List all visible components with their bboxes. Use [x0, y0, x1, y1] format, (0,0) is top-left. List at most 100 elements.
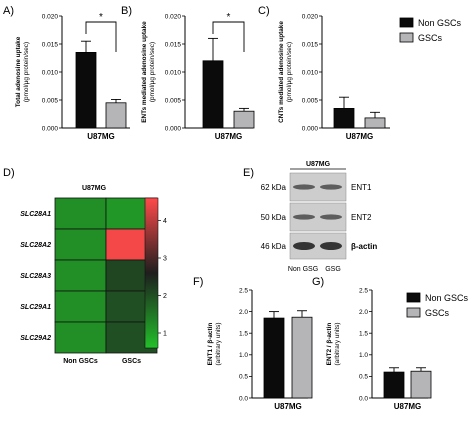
- colorbar-tick-label: 3: [163, 256, 167, 263]
- y-tick-label: 0.005: [302, 97, 319, 104]
- heatmap-cell: [54, 290, 107, 323]
- y-axis-unit: (arbitrary units): [215, 323, 222, 366]
- bar-gscs: [410, 370, 432, 399]
- y-axis-unit: (arbitrary units): [334, 323, 341, 366]
- panel-letter: C): [258, 5, 270, 17]
- y-tick-label: 2.5: [239, 287, 248, 294]
- y-axis-unit: (pmol/μg protein/sec): [149, 42, 156, 102]
- blot-band: [320, 214, 342, 220]
- blot-lane-label: GSG: [325, 266, 341, 273]
- y-tick-label: 1.5: [239, 331, 248, 338]
- x-category-label: U87MG: [346, 132, 374, 141]
- y-tick-label: 1.0: [239, 352, 248, 359]
- y-axis-label: ENT2 / β-actin: [326, 323, 333, 366]
- blot-band: [320, 242, 342, 250]
- heatmap-d: D) U87MG SLC28A1 SLC28A2 SLC28A3 SLC29A1 SLC29…: [3, 167, 167, 365]
- heatmap-col-label: Non GSCs: [63, 358, 98, 365]
- colorbar-tick-label: 4: [163, 218, 167, 225]
- y-tick-label: 0.010: [165, 69, 182, 76]
- blot-kda-label: 50 kDa: [261, 213, 287, 222]
- heatmap-col-label: GSCs: [122, 358, 141, 365]
- bar-non-gscs: [75, 52, 97, 129]
- blot-protein-label: ENT1: [351, 183, 372, 192]
- y-tick-label: 0.020: [302, 13, 319, 20]
- y-axis-unit: (pmol/μg protein/sec): [286, 42, 293, 102]
- blot-kda-label: 46 kDa: [261, 242, 287, 251]
- blot-band: [293, 214, 315, 220]
- y-tick-label: 2.0: [239, 309, 248, 316]
- y-tick-label: 0.005: [165, 97, 182, 104]
- y-tick-label: 0.010: [302, 69, 319, 76]
- bar-gscs: [364, 117, 386, 129]
- y-tick-label: 0.020: [165, 13, 182, 20]
- x-category-label: U87MG: [274, 402, 302, 411]
- y-tick-label: 0.5: [359, 374, 368, 381]
- heatmap-row-label: SLC28A1: [20, 211, 51, 218]
- significance-marker: *: [227, 12, 231, 23]
- bar-non-gscs: [383, 371, 405, 399]
- y-tick-label: 0.005: [42, 97, 59, 104]
- significance-bracket: [85, 21, 117, 52]
- blot-protein-label: β-actin: [351, 242, 377, 251]
- colorbar-tick-label: 2: [163, 293, 167, 300]
- bar-chart-a: A) 0.000 0.005 0.010 0.015 0.020 * U87MG Total a…: [3, 5, 130, 141]
- significance-bracket: [212, 21, 245, 52]
- blot-title: U87MG: [306, 161, 331, 168]
- blot-band: [293, 184, 315, 190]
- heatmap-title: U87MG: [82, 185, 107, 192]
- blot-band: [293, 242, 315, 250]
- y-tick-label: 1.0: [359, 352, 368, 359]
- bar-chart-f: F) 0.0 0.5 1.0 1.5 2.0 2.5 U87MG ENT1 / β-actin(…: [193, 276, 313, 411]
- legend-swatch: [406, 307, 421, 318]
- panel-letter: G): [312, 276, 324, 288]
- bar-gscs: [233, 110, 255, 129]
- blot-kda-label: 62 kDa: [261, 183, 287, 192]
- y-tick-label: 1.5: [359, 331, 368, 338]
- heatmap-row-label: SLC29A2: [20, 335, 51, 342]
- heatmap-row-label: SLC28A2: [20, 242, 51, 249]
- y-axis-label: Total adenosine uptake: [15, 36, 22, 107]
- panel-letter: E): [243, 167, 254, 179]
- heatmap-cell: [54, 321, 107, 354]
- heatmap-cell: [54, 259, 107, 292]
- western-blot: E) U87MG 62 kDa ENT1 50 kDa ENT2 46 kDa β-actin…: [243, 161, 377, 273]
- bar-chart-c: C) 0.000 0.005 0.010 0.015 0.020 U87MG CNTs med…: [258, 5, 390, 141]
- blot-lane-label: Non GSG: [288, 266, 318, 273]
- legend-label: Non GSCs: [418, 18, 462, 28]
- bar-gscs: [105, 102, 127, 129]
- y-tick-label: 0.015: [165, 41, 182, 48]
- legend-swatch: [399, 17, 414, 28]
- y-axis-label: ENT1 / β-actin: [207, 323, 214, 366]
- panel-letter: A): [3, 5, 14, 17]
- y-axis-label: ENTs mediated adenosine uptake: [141, 21, 148, 123]
- legend-swatch: [399, 32, 414, 43]
- legend-swatch: [406, 292, 421, 303]
- blot-protein-label: ENT2: [351, 213, 372, 222]
- bar-non-gscs: [202, 60, 224, 129]
- colorbar-tick-label: 1: [163, 331, 167, 338]
- bar-gscs: [291, 316, 313, 399]
- heatmap-row-label: SLC28A3: [20, 273, 51, 280]
- legend-label: Non GSCs: [425, 293, 469, 303]
- legend-bottom: Non GSCs GSCs: [406, 292, 469, 318]
- legend-label: GSCs: [425, 308, 450, 318]
- legend-top: Non GSCs GSCs: [399, 17, 462, 43]
- x-category-label: U87MG: [87, 132, 115, 141]
- y-axis-unit: (pmol/μg protein/sec): [23, 42, 30, 102]
- panel-letter: B): [121, 5, 132, 17]
- x-category-label: U87MG: [215, 132, 243, 141]
- heatmap-row-label: SLC29A1: [20, 304, 51, 311]
- y-tick-label: 0.5: [239, 374, 248, 381]
- bar-chart-g: G) 0.0 0.5 1.0 1.5 2.0 2.5 U87MG ENT2 / β-actin(…: [312, 276, 432, 411]
- y-tick-label: 0.010: [42, 69, 59, 76]
- colorbar: [144, 197, 159, 349]
- y-tick-label: 2.5: [359, 287, 368, 294]
- y-tick-label: 0.015: [302, 41, 319, 48]
- y-tick-label: 0.000: [302, 125, 319, 132]
- blot-band: [320, 184, 342, 190]
- y-tick-label: 0.000: [42, 125, 59, 132]
- y-tick-label: 0.000: [165, 125, 182, 132]
- panel-letter: D): [3, 167, 15, 179]
- bar-chart-b: B) 0.000 0.005 0.010 0.015 0.020 * U87MG ENTs me…: [121, 5, 255, 141]
